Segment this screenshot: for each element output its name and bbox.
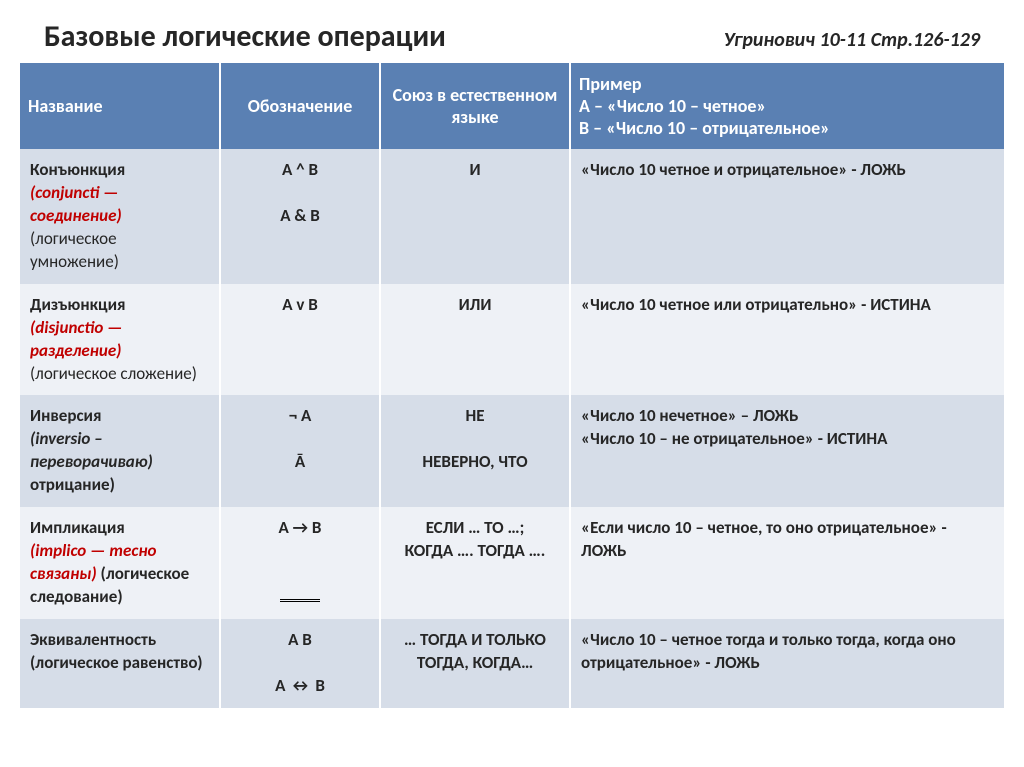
op-name-note: (логическое умножение) [30, 228, 209, 274]
col-header-example: Пример А – «Число 10 – четное» В – «Числ… [570, 63, 1004, 149]
union-text: НЕВЕРНО, ЧТО [422, 451, 527, 472]
op-name-ru: Импликация [30, 517, 125, 538]
header-row: Базовые логические операции Угринович 10… [20, 18, 1004, 63]
example-text: «Число 10 четное и отрицательное» - ЛОЖЬ [570, 149, 1004, 284]
notation-line: А v B [282, 294, 318, 315]
table-row: Импликация (implico — тесно связаны) (ло… [20, 507, 1004, 619]
logic-operations-table: Название Обозначение Союз в естественном… [20, 63, 1004, 708]
slide: Базовые логические операции Угринович 10… [0, 0, 1024, 767]
example-text: «Число 10 четное или отрицательно» - ИСТ… [570, 284, 1004, 396]
op-name-latin: (inversio – переворачиваю) [30, 428, 153, 472]
op-name-ru: Инверсия [30, 405, 102, 426]
op-name-ru: Конъюнкция [30, 159, 125, 180]
union-text: ЕСЛИ … ТО …; [426, 517, 525, 538]
double-line-icon [280, 599, 320, 602]
op-name-note: отрицание) [30, 474, 209, 497]
notation-line: Ā [295, 451, 305, 472]
table-row: Инверсия (inversio – переворачиваю) отри… [20, 395, 1004, 507]
example-header-line1: Пример [579, 73, 642, 95]
union-text: … ТОГДА И ТОЛЬКО ТОГДА, КОГДА… [404, 629, 546, 673]
example-text: «Число 10 – четное тогда и только тогда,… [570, 619, 1004, 708]
table-header-row: Название Обозначение Союз в естественном… [20, 63, 1004, 149]
union-text: НЕ [465, 405, 484, 426]
union-text: ИЛИ [380, 284, 570, 396]
notation-line: А → В [279, 517, 322, 538]
notation-line: А ↔ В [275, 675, 325, 696]
example-text: «Число 10 – не отрицательное» - ИСТИНА [581, 428, 887, 449]
op-name-ru: Эквивалентность [30, 629, 156, 650]
op-name-ru: Дизъюнкция [30, 294, 126, 315]
notation-line: ¬ A [289, 405, 312, 426]
union-text: И [380, 149, 570, 284]
op-name-note: (логическое сложение) [30, 363, 209, 386]
col-header-notation: Обозначение [220, 63, 380, 149]
col-header-union: Союз в естественном языке [380, 63, 570, 149]
table-row: Эквивалентность (логическое равенство) A… [20, 619, 1004, 708]
notation-line: А & В [280, 205, 320, 226]
notation-line: А ^ B [282, 159, 318, 180]
op-name-latin: (conjuncti — соединение) [30, 182, 122, 226]
notation-line: A B [288, 629, 312, 650]
page-title: Базовые логические операции [44, 18, 446, 55]
union-text: КОГДА …. ТОГДА …. [405, 540, 546, 561]
table-row: Дизъюнкция (disjunctio — разделение) (ло… [20, 284, 1004, 396]
op-name-latin: (disjunctio — разделение) [30, 317, 123, 361]
op-name-note: (логическое равенство) [30, 652, 209, 675]
col-header-name: Название [20, 63, 220, 149]
example-header-line3: В – «Число 10 – отрицательное» [579, 117, 830, 139]
example-text: «Число 10 нечетное» – ЛОЖЬ [581, 405, 798, 426]
page-subtitle: Угринович 10-11 Стр.126-129 [724, 28, 980, 52]
example-header-line2: А – «Число 10 – четное» [579, 95, 766, 117]
example-text: «Если число 10 – четное, то оно отрицате… [570, 507, 1004, 619]
table-row: Конъюнкция (conjuncti — соединение) (лог… [20, 149, 1004, 284]
